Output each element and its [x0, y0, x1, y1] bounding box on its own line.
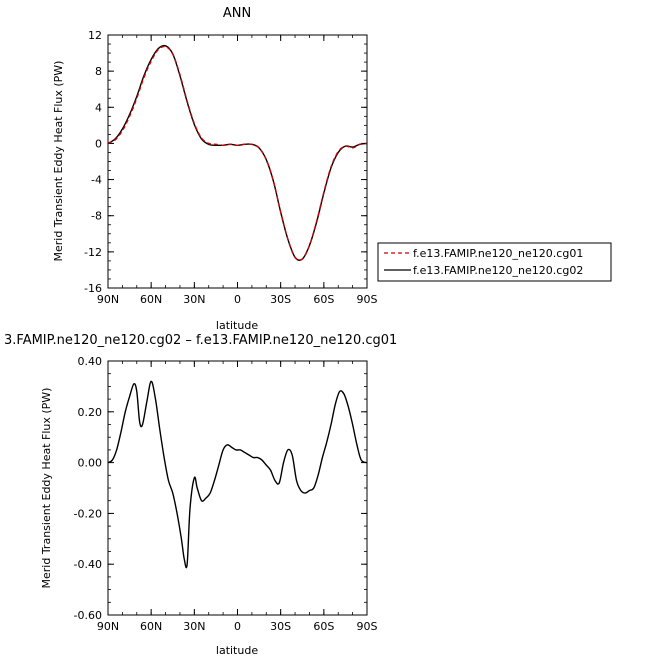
top-panel-y-tick-label: 8	[95, 65, 102, 78]
top-panel-y-tick-label: -4	[91, 174, 102, 187]
bottom-panel-x-tick-label: 0	[234, 620, 241, 633]
bottom-panel: 3.FAMIP.ne120_ne120.cg02 – f.e13.FAMIP.n…	[4, 333, 397, 657]
top-panel-x-tick-label: 90S	[357, 293, 378, 306]
top-panel: ANN Merid Transient Eddy Heat Flux (PW) …	[52, 6, 378, 332]
bottom-panel-ticks: 90N 60N 30N 0 30S 60S 90S 0.40 0.20 0.00 -0.20 -0.4…	[74, 355, 378, 633]
bottom-panel-x-axis-label: latitude	[216, 644, 258, 657]
top-panel-plot-frame	[107, 34, 368, 289]
top-panel-x-tick-label: 60N	[140, 293, 162, 306]
top-panel-y-tick-label: -16	[84, 282, 102, 295]
legend: f.e13.FAMIP.ne120_ne120.cg01 f.e13.FAMIP…	[377, 242, 612, 282]
bottom-panel-title: 3.FAMIP.ne120_ne120.cg02 – f.e13.FAMIP.n…	[4, 333, 397, 348]
bottom-panel-y-tick-label: -0.60	[74, 609, 102, 622]
bottom-panel-x-tick-label: 60S	[313, 620, 334, 633]
top-panel-x-tick-label: 0	[234, 293, 241, 306]
bottom-panel-y-axis-label: Merid Transient Eddy Heat Flux (PW)	[40, 388, 53, 589]
top-panel-y-tick-label: -8	[91, 210, 102, 223]
legend-label-cg02: f.e13.FAMIP.ne120_ne120.cg02	[413, 264, 583, 277]
top-panel-y-tick-label: 4	[95, 101, 102, 114]
bottom-panel-y-tick-label: 0.40	[78, 355, 103, 368]
bottom-panel-y-tick-label: 0.00	[78, 457, 103, 470]
top-panel-x-tick-label: 90N	[97, 293, 119, 306]
bottom-panel-x-tick-label: 90S	[357, 620, 378, 633]
top-panel-ticks: 90N 60N 30N 0 30S 60S 90S 12 8 4 0 -4 -8 -12 -16	[84, 29, 377, 306]
top-panel-x-tick-label: 30S	[270, 293, 291, 306]
top-panel-x-tick-label: 60S	[313, 293, 334, 306]
top-panel-x-tick-label: 30N	[183, 293, 205, 306]
top-panel-title: ANN	[223, 6, 251, 21]
legend-box	[377, 242, 612, 282]
bottom-panel-y-tick-label: -0.40	[74, 558, 102, 571]
bottom-panel-x-tick-label: 30N	[183, 620, 205, 633]
bottom-panel-x-tick-label: 60N	[140, 620, 162, 633]
bottom-panel-plot-frame	[107, 360, 368, 616]
top-panel-y-tick-label: -12	[84, 246, 102, 259]
legend-label-cg01: f.e13.FAMIP.ne120_ne120.cg01	[413, 247, 583, 260]
top-panel-series-line-1	[107, 44, 368, 261]
bottom-panel-y-tick-label: 0.20	[78, 406, 103, 419]
bottom-panel-x-tick-label: 30S	[270, 620, 291, 633]
top-panel-series-line-0	[107, 45, 368, 261]
bottom-panel-series-line-0	[107, 380, 368, 569]
bottom-panel-series	[107, 380, 368, 569]
bottom-panel-x-tick-label: 90N	[97, 620, 119, 633]
top-panel-y-tick-label: 12	[88, 29, 102, 42]
top-panel-series	[107, 44, 368, 261]
top-panel-x-axis-label: latitude	[216, 319, 258, 332]
top-panel-y-tick-label: 0	[95, 137, 102, 150]
top-panel-y-axis-label: Merid Transient Eddy Heat Flux (PW)	[52, 61, 65, 262]
bottom-panel-y-tick-label: -0.20	[74, 507, 102, 520]
